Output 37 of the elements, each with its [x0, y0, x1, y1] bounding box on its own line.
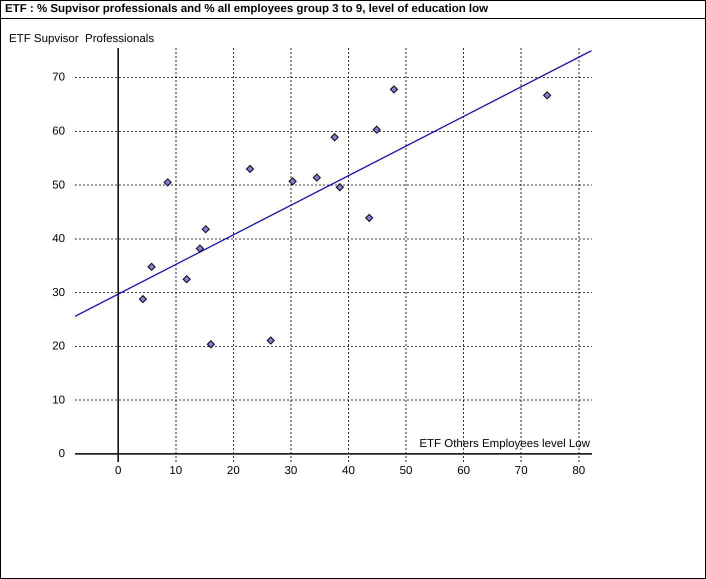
point: [138, 295, 147, 304]
y-tick-label: 50: [52, 179, 65, 192]
point: [202, 225, 210, 234]
y-tick-label: 40: [52, 233, 65, 246]
point: [390, 85, 398, 94]
x-tick-label: 60: [457, 465, 470, 478]
x-tick-label: 20: [226, 465, 240, 478]
chart-title: ETF : % Supvisor professionals and % all employees group 3 to 9, level of education low: [0, 0, 706, 19]
point: [312, 174, 321, 182]
point: [336, 183, 344, 192]
point: [266, 336, 275, 344]
x-tick-label: 80: [572, 465, 586, 478]
x-tick-label: 70: [514, 465, 528, 478]
point: [182, 275, 191, 284]
x-axis-title: ETF Others Employees level Low: [419, 438, 590, 450]
x-tick-label: 0: [114, 465, 122, 478]
y-axis-title: ETF Supvisor Professionals: [9, 33, 154, 45]
x-tick-label: 10: [169, 465, 182, 478]
y-tick-label: 20: [52, 340, 65, 353]
y-tick-label: 0: [58, 448, 65, 460]
point: [543, 91, 552, 100]
point: [246, 164, 254, 173]
point: [206, 340, 215, 348]
point: [372, 126, 381, 134]
x-tick-label: 50: [400, 465, 412, 478]
point: [365, 214, 374, 222]
x-tick-label: 40: [342, 465, 355, 478]
point: [330, 133, 339, 142]
point: [164, 178, 172, 186]
point: [196, 244, 204, 253]
y-tick-label: 10: [52, 394, 65, 406]
y-tick-label: 70: [52, 72, 65, 84]
x-tick-label: 30: [284, 465, 298, 478]
point: [288, 177, 297, 186]
point: [148, 262, 156, 271]
y-tick-label: 60: [52, 126, 65, 138]
y-tick-label: 30: [52, 286, 65, 299]
